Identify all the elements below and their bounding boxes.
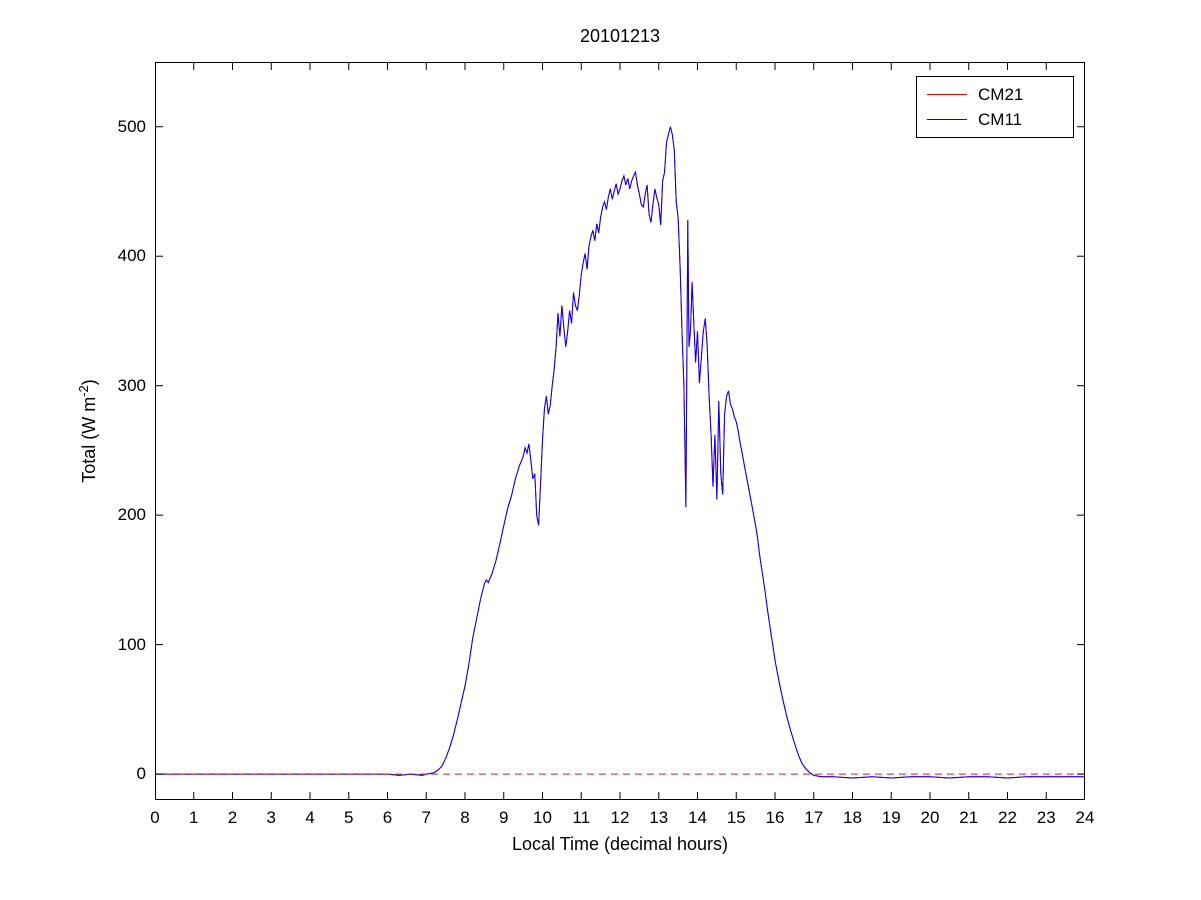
x-tick-label: 7 (421, 808, 431, 827)
y-tick-label: 200 (117, 505, 146, 525)
x-tick-label: 10 (533, 808, 552, 827)
cm21-line-swatch-icon (927, 94, 967, 95)
x-tick-label: 1 (189, 808, 199, 827)
x-tick-label: 8 (460, 808, 470, 827)
x-tick-label: 13 (649, 808, 669, 827)
x-tick-label: 6 (382, 808, 393, 827)
plot-canvas (155, 62, 1085, 800)
x-tick-label: 0 (150, 808, 160, 827)
x-tick-label: 9 (499, 808, 509, 827)
x-tick-label: 15 (726, 808, 746, 827)
cm11-line-swatch-icon (927, 119, 967, 120)
x-tick-label: 5 (344, 808, 354, 827)
x-tick-label: 18 (843, 808, 862, 827)
y-axis-label-prefix: Total (W m (79, 396, 99, 483)
legend-label-cm21: CM21 (978, 84, 1024, 104)
y-tick-label: 0 (136, 764, 146, 784)
x-tick-label: 20 (920, 808, 940, 827)
series-line-cm11 (155, 126, 1085, 779)
x-tick-label: 11 (572, 808, 591, 827)
x-tick-label: 3 (266, 808, 276, 827)
legend-label-cm11: CM11 (978, 109, 1023, 129)
y-tick-label: 400 (117, 246, 146, 266)
x-tick-label: 19 (881, 808, 901, 827)
x-tick-label: 24 (1075, 808, 1095, 827)
x-tick-label: 21 (959, 808, 979, 827)
axes-box (155, 62, 1085, 800)
x-axis-label: Local Time (decimal hours) (511, 834, 729, 854)
series-line-cm21 (155, 126, 1085, 779)
x-tick-label: 22 (998, 808, 1017, 827)
x-tick-label: 14 (688, 808, 707, 827)
x-tick-label: 12 (610, 808, 630, 827)
x-tick-label: 17 (804, 808, 824, 827)
legend-entry-cm21: CM21 (917, 82, 1073, 107)
plot-area (155, 62, 1085, 800)
legend-entry-cm11: CM11 (917, 107, 1073, 132)
y-tick-label: 500 (117, 116, 146, 136)
x-tick-label: 16 (765, 808, 785, 827)
x-tick-label: 4 (305, 808, 315, 827)
x-tick-label: 2 (227, 808, 238, 827)
y-tick-label: 100 (117, 634, 146, 654)
chart-title: 20101213 (579, 26, 661, 46)
y-axis-label-superscript: -2 (76, 385, 91, 397)
x-tick-label: 23 (1036, 808, 1056, 827)
y-tick-label: 300 (117, 375, 146, 395)
legend: CM21 CM11 (916, 76, 1074, 138)
